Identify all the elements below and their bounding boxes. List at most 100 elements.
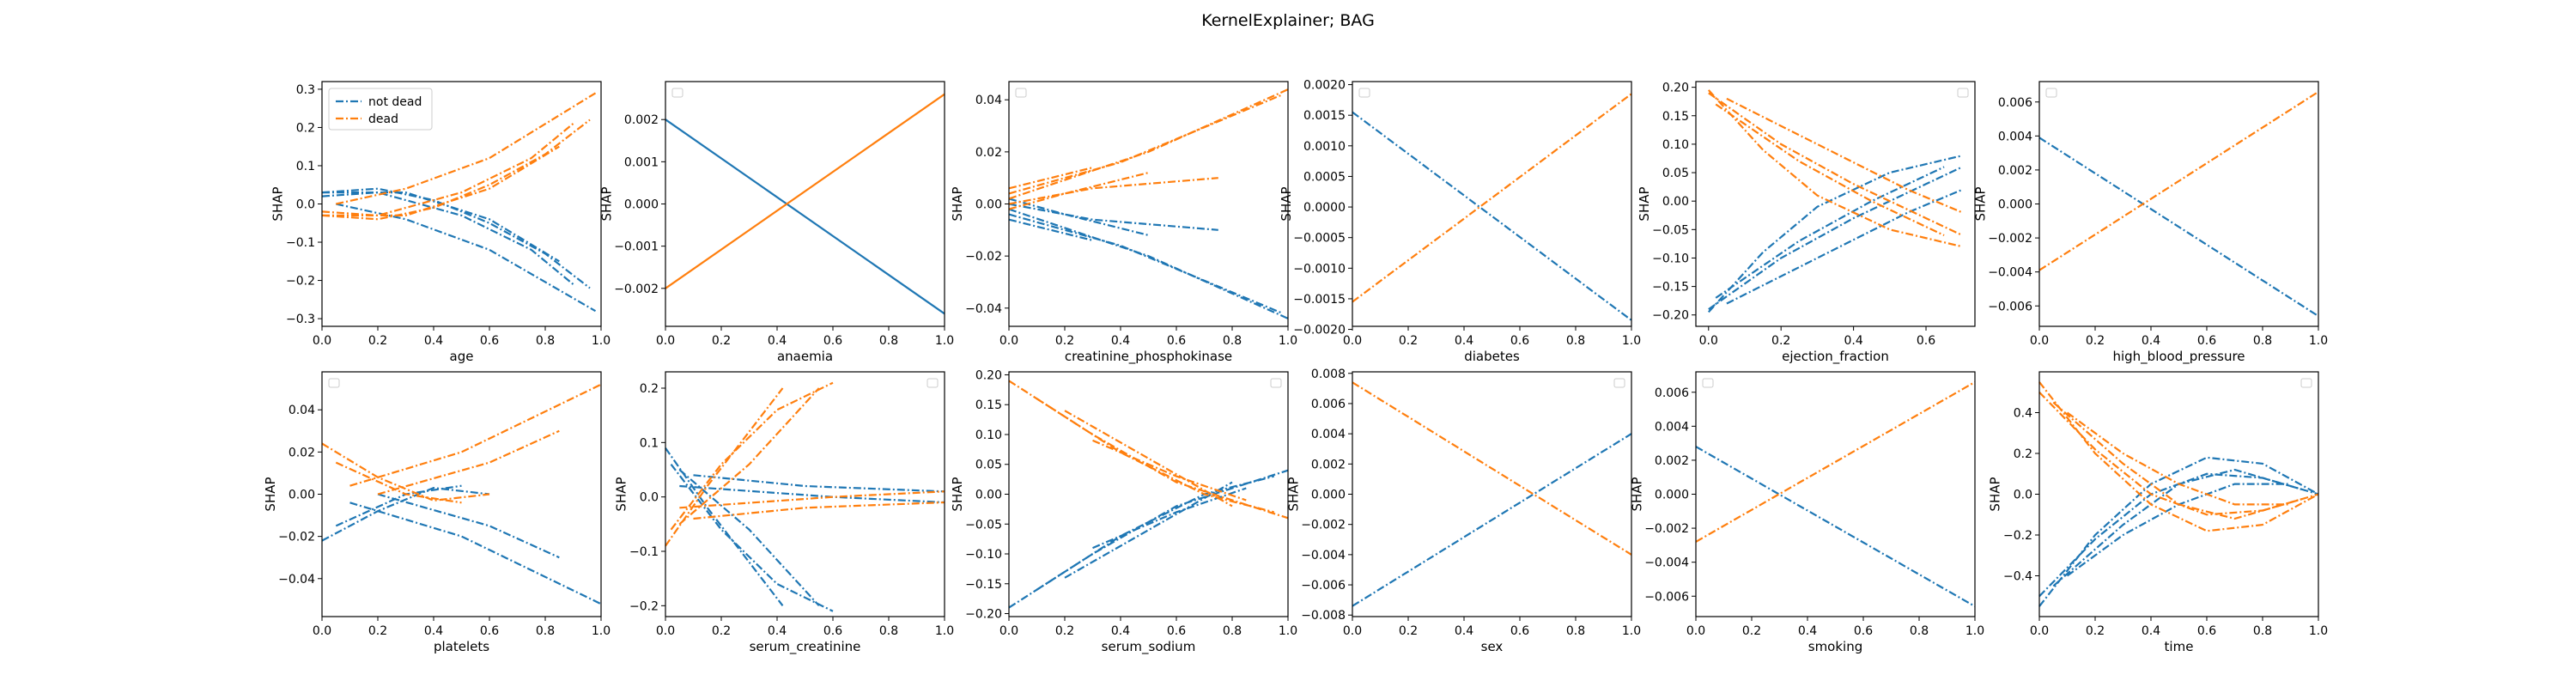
y-tick-label: −0.002	[614, 283, 659, 296]
x-tick-label: 0.8	[1223, 334, 1242, 348]
series-line-dead-0	[321, 442, 490, 502]
x-axis-label: platelets	[434, 639, 489, 654]
legend-box	[1957, 88, 1969, 98]
x-tick-label: 0.6	[1510, 624, 1529, 638]
x-axis-label: serum_sodium	[1102, 639, 1196, 655]
y-axis-label: SHAP	[598, 186, 614, 221]
series-line-not-dead-3	[1726, 188, 1963, 305]
subplot-ejection_fraction: 0.0 0.2 0.4 0.6 0.20 0.15 0.10 0.05 0.00 −0.05 −0.…	[1637, 81, 1976, 365]
x-axis-label: age	[450, 349, 474, 364]
y-tick-label: −0.004	[1301, 549, 1346, 562]
series-line-dead-1	[335, 461, 462, 504]
x-tick-label: 0.0	[1343, 624, 1362, 638]
series-line-dead-2	[2052, 401, 2306, 520]
x-tick-label: 1.0	[2309, 334, 2328, 348]
y-axis-label: SHAP	[950, 477, 965, 511]
x-tick-label: 0.2	[368, 624, 387, 638]
series-line-not-dead-2	[1064, 481, 1233, 579]
legend-label: not dead	[368, 95, 422, 109]
series-line-not-dead-0	[2038, 456, 2319, 607]
y-tick-label: −0.10	[1652, 252, 1689, 265]
x-tick-label: 1.0	[1965, 624, 1984, 638]
series-line-dead-0	[1352, 381, 1632, 556]
y-tick-label: 0.001	[624, 155, 659, 169]
y-tick-label: −0.1	[286, 236, 315, 250]
y-tick-label: −0.05	[1652, 223, 1689, 237]
y-tick-label: −0.006	[1644, 590, 1689, 604]
y-tick-label: −0.0010	[1293, 262, 1346, 276]
y-tick-label: −0.20	[1652, 309, 1689, 323]
y-tick-label: −0.05	[965, 518, 1002, 532]
y-tick-label: 0.02	[975, 146, 1002, 160]
series-line-not-dead-0	[1707, 155, 1963, 313]
axes-frame	[1352, 81, 1632, 327]
legend-box	[2045, 88, 2057, 98]
subplot-serum_sodium: 0.0 0.2 0.4 0.6 0.8 1.0 0.20 0.15 0.10 0.05 0.00 −0…	[950, 368, 1297, 655]
x-tick-label: 0.8	[879, 624, 898, 638]
x-tick-label: 0.0	[313, 624, 331, 638]
y-axis-label: SHAP	[1285, 477, 1301, 511]
x-axis-label: anaemia	[777, 349, 833, 364]
legend-box	[2300, 378, 2312, 388]
series-line-dead-3	[2066, 411, 2291, 506]
y-tick-label: −0.4	[2003, 570, 2032, 584]
x-tick-label: 0.4	[1844, 334, 1862, 348]
y-tick-label: 0.3	[296, 83, 315, 97]
y-axis-label: SHAP	[1637, 186, 1652, 221]
x-axis-label: ejection_fraction	[1782, 349, 1889, 365]
y-tick-label: −0.04	[278, 573, 315, 587]
series-line-not-dead-0	[1352, 433, 1632, 607]
subplot-sex: 0.0 0.2 0.4 0.6 0.8 1.0 0.008 0.006 0.004 0.002 0.…	[1285, 368, 1641, 654]
x-tick-label: 0.2	[1055, 334, 1074, 348]
series-line-dead-3	[1008, 172, 1149, 210]
x-tick-label: 0.4	[768, 624, 787, 638]
subplot-platelets: 0.0 0.2 0.4 0.6 0.8 1.0 0.04 0.02 0.00 −0.02 −0.04…	[263, 371, 611, 654]
x-tick-label: 0.0	[1699, 334, 1718, 348]
series-line-dead-2	[678, 387, 820, 526]
x-tick-label: 0.0	[2030, 334, 2049, 348]
y-axis-label: SHAP	[270, 186, 286, 221]
x-tick-label: 0.4	[2142, 624, 2160, 638]
series-line-dead-0	[1008, 88, 1289, 200]
x-tick-label: 1.0	[935, 624, 954, 638]
y-tick-label: 0.004	[1655, 420, 1689, 434]
series-line-dead-0	[2038, 381, 2319, 532]
x-axis-label: smoking	[1808, 639, 1863, 654]
subplot-diabetes: 0.0 0.2 0.4 0.6 0.8 1.0 0.0020 0.0015 0.0010 0.00…	[1279, 79, 1641, 364]
y-axis-label: SHAP	[950, 186, 965, 221]
y-axis-label: SHAP	[614, 477, 629, 511]
y-tick-label: −0.2	[286, 275, 315, 289]
y-axis-label: SHAP	[1629, 477, 1644, 511]
y-tick-label: 0.00	[1662, 195, 1689, 209]
y-tick-label: −0.20	[965, 608, 1002, 622]
x-tick-label: 0.0	[2030, 624, 2049, 638]
series-line-not-dead-0	[1008, 469, 1289, 609]
x-tick-label: 0.4	[1455, 334, 1473, 348]
series-line-not-dead-2	[1715, 166, 1945, 299]
x-tick-label: 0.8	[1566, 624, 1585, 638]
series-line-dead-3	[336, 92, 597, 205]
subplot-high_blood_pressure: 0.0 0.2 0.4 0.6 0.8 1.0 0.006 0.004 0.002 0.000 −0…	[1972, 81, 2328, 365]
x-tick-label: 1.0	[2309, 624, 2328, 638]
series-line-dead-1	[1708, 92, 1963, 236]
y-tick-label: −0.0005	[1293, 232, 1346, 246]
x-tick-label: 0.2	[712, 334, 731, 348]
axes-frame	[1008, 81, 1289, 327]
x-axis-label: high_blood_pressure	[2112, 349, 2245, 365]
y-tick-label: 0.000	[1998, 198, 2032, 212]
x-axis-label: creatinine_phosphokinase	[1065, 349, 1232, 365]
x-tick-label: 0.0	[999, 624, 1018, 638]
y-tick-label: −0.006	[1301, 579, 1346, 593]
series-line-dead-0	[665, 93, 945, 289]
series-line-not-dead-1	[1708, 166, 1963, 310]
series-line-not-dead-0	[2038, 137, 2319, 318]
x-tick-label: 0.2	[1771, 334, 1790, 348]
x-tick-label: 1.0	[1622, 334, 1641, 348]
y-tick-label: 0.006	[1998, 96, 2032, 110]
x-tick-label: 0.2	[368, 334, 387, 348]
x-tick-label: 0.6	[480, 334, 499, 348]
y-tick-label: 0.04	[289, 404, 315, 417]
y-tick-label: 0.2	[2014, 447, 2032, 461]
series-line-not-dead-2	[322, 192, 560, 263]
